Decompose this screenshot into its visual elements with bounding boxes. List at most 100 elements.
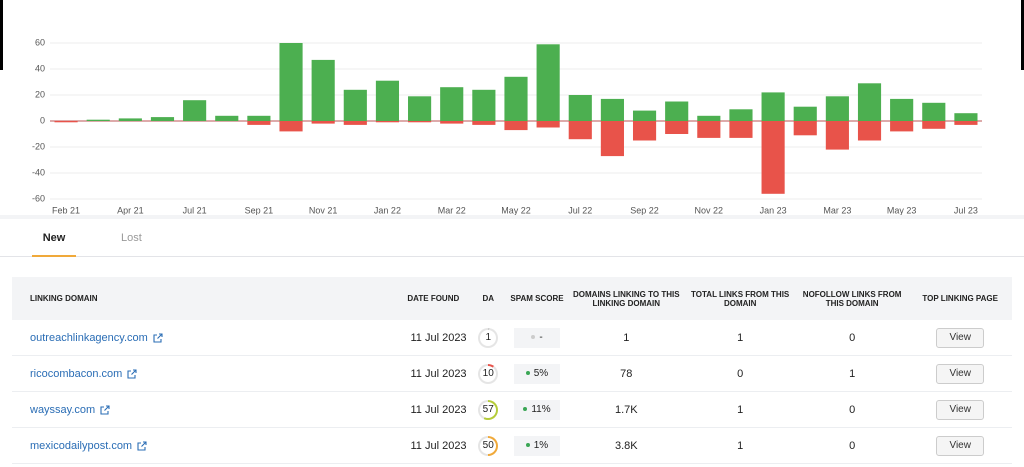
external-link-icon — [153, 333, 163, 343]
da-value: 50 — [480, 437, 497, 454]
edge — [0, 0, 3, 70]
bar — [536, 44, 560, 121]
table-cell: 10 — [470, 355, 506, 392]
tab[interactable]: New — [32, 232, 76, 257]
table-row: wayssay.com 11 Jul 2023 57 11% 1.7K 1 0 View — [12, 391, 1012, 428]
table-cell: 1 — [568, 320, 685, 356]
bar — [857, 83, 882, 121]
x-tick-label: Jan 22 — [374, 205, 401, 215]
bar — [761, 92, 785, 121]
column-header: DA — [470, 277, 506, 320]
bar — [600, 121, 624, 157]
spam-value: 1% — [533, 439, 549, 451]
bar — [793, 121, 817, 136]
table-cell: 1.7K — [568, 391, 685, 428]
spam-score: 5% — [513, 363, 560, 384]
x-tick-label: Apr 21 — [117, 205, 144, 215]
column-header: DOMAINS LINKING TO THIS LINKING DOMAIN — [568, 277, 685, 320]
da-ring: 57 — [478, 399, 499, 420]
bar — [504, 76, 528, 121]
column-header: DATE FOUND — [396, 277, 471, 320]
bar — [825, 96, 849, 121]
table-row: outreachlinkagency.com 11 Jul 2023 1 - 1 1 0 Vi… — [12, 320, 1012, 356]
bar — [632, 110, 657, 121]
table-cell: mexicodailypost.com — [12, 427, 397, 464]
x-tick-label: Jul 23 — [954, 205, 978, 215]
bar — [632, 121, 657, 141]
x-tick-label: Nov 21 — [309, 205, 338, 215]
cell-text: 0 — [849, 331, 856, 344]
edge — [1021, 0, 1024, 70]
bar — [183, 100, 207, 121]
table-cell: View — [908, 427, 1012, 464]
column-header: TOTAL LINKS FROM THIS DOMAIN — [684, 277, 796, 320]
cell-text: 11 Jul 2023 — [410, 403, 467, 416]
table-cell: 1 — [684, 427, 796, 464]
tab[interactable]: Lost — [121, 232, 142, 244]
bar — [408, 96, 432, 121]
bar — [857, 121, 882, 141]
table-cell: 50 — [470, 427, 506, 464]
table-cell: View — [908, 320, 1012, 356]
table-cell: 1% — [505, 427, 569, 464]
bar — [922, 121, 946, 129]
domain-link[interactable]: ricocombacon.com — [30, 367, 123, 380]
x-tick-label: May 22 — [501, 205, 531, 215]
view-button[interactable]: View — [936, 435, 985, 456]
table-cell: ricocombacon.com — [12, 355, 397, 392]
table-cell: 11 Jul 2023 — [396, 391, 471, 428]
cell-text: 1 — [737, 403, 744, 416]
column-header: LINKING DOMAIN — [12, 277, 397, 320]
bar — [247, 121, 271, 125]
spam-score: 11% — [513, 399, 560, 420]
bar — [761, 121, 785, 194]
y-tick-label: 0 — [40, 115, 45, 125]
header-row: LINKING DOMAIN DATE FOUND DA SPAM SCORE DOMA… — [12, 277, 1012, 320]
bar — [890, 98, 914, 121]
bar — [375, 121, 400, 123]
view-button[interactable]: View — [936, 327, 985, 348]
spam-score: - — [513, 327, 560, 348]
bar — [568, 95, 592, 121]
x-tick-label: Nov 22 — [695, 205, 724, 215]
table-cell: 11 Jul 2023 — [396, 355, 471, 392]
bar — [279, 43, 303, 121]
domain-link[interactable]: mexicodailypost.com — [30, 439, 133, 452]
spam-dot — [525, 442, 530, 447]
bar — [922, 102, 946, 121]
bar — [536, 121, 560, 128]
x-tick-label: Feb 21 — [52, 205, 80, 215]
cell-text: 0 — [849, 439, 856, 452]
view-button[interactable]: View — [936, 363, 985, 384]
bar — [343, 121, 367, 125]
bar — [600, 98, 624, 121]
bar — [954, 121, 978, 125]
view-button[interactable]: View — [936, 399, 985, 420]
y-tick-label: -60 — [32, 193, 45, 203]
bar — [440, 87, 464, 121]
y-tick-label: 60 — [35, 37, 45, 47]
bar — [150, 117, 175, 121]
x-tick-label: Jan 23 — [760, 205, 787, 215]
cell-text: 11 Jul 2023 — [410, 367, 467, 380]
da-ring: 50 — [478, 435, 499, 456]
y-tick-label: 40 — [35, 63, 45, 73]
domain-link[interactable]: wayssay.com — [30, 403, 96, 416]
column-header: NOFOLLOW LINKS FROM THIS DOMAIN — [795, 277, 909, 320]
table-cell: 5% — [505, 355, 569, 392]
bar — [311, 59, 335, 121]
bar — [86, 119, 110, 121]
spam-value: 5% — [533, 367, 549, 379]
da-ring: 10 — [478, 363, 499, 384]
table-cell: 0 — [684, 355, 796, 392]
table-cell: 0 — [795, 427, 909, 464]
table-cell: 1 — [684, 320, 796, 356]
bar — [375, 80, 400, 121]
x-tick-label: May 23 — [887, 205, 917, 215]
cell-text: 1 — [623, 331, 630, 344]
table-row: mexicodailypost.com 11 Jul 2023 50 1% 3.8K 1 0… — [12, 427, 1012, 464]
bar — [890, 121, 914, 132]
cell-text: 0 — [849, 403, 856, 416]
domain-link[interactable]: outreachlinkagency.com — [30, 331, 148, 344]
